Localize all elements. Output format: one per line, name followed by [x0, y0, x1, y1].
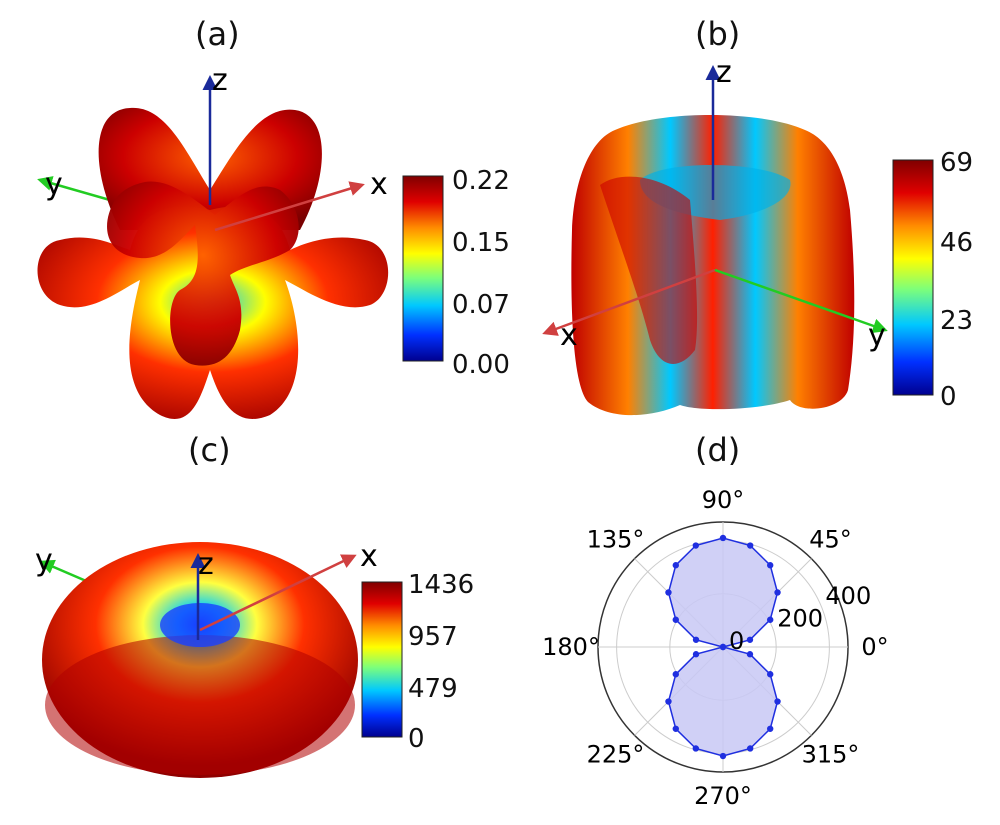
- panel-c-colorbar-tick: 479: [408, 674, 458, 704]
- polar-data-point: [672, 562, 679, 569]
- polar-data-point: [692, 542, 700, 549]
- panel-c-colorbar-tick: 1436: [408, 570, 475, 600]
- panel-c-colorbar-tick: 0: [408, 724, 425, 754]
- panel-b-colorbar-tick: 23: [940, 306, 974, 336]
- polar-radial-tick: 0: [729, 627, 744, 655]
- panel-b-colorbar-tick: 0: [940, 382, 957, 412]
- panel-b-colorbar-tick: 69: [940, 148, 974, 178]
- panel-a-colorbar-tick: 0.07: [452, 290, 510, 320]
- polar-data-point: [692, 651, 700, 658]
- polar-angle-tick: 135°: [587, 526, 645, 554]
- panel-a-surface: x y z: [37, 63, 389, 419]
- panel-b-z-label: z: [716, 55, 732, 90]
- panel-a-label: (a): [195, 15, 240, 53]
- polar-data-point: [719, 643, 727, 651]
- panel-b-label: (b): [695, 15, 741, 53]
- polar-data-point: [746, 651, 754, 658]
- panel-c-y-label: y: [35, 543, 53, 578]
- polar-data-point: [767, 671, 774, 678]
- polar-data-point: [774, 589, 781, 596]
- panel-d-label: (d): [695, 431, 741, 469]
- polar-data-point: [665, 589, 672, 596]
- polar-data-point: [746, 542, 754, 549]
- panel-a-colorbar-tick: 0.00: [452, 350, 510, 380]
- panel-a-colorbar: [402, 175, 444, 362]
- panel-c-label: (c): [188, 431, 231, 469]
- polar-angle-tick: 225°: [587, 740, 645, 768]
- panel-b-x-label: x: [560, 318, 578, 353]
- panel-a-z-label: z: [212, 63, 228, 98]
- polar-data-point: [719, 752, 727, 760]
- polar-data-point: [672, 671, 679, 678]
- panel-c-x-axis: [199, 554, 357, 632]
- panel-c-surface: x y z: [35, 539, 378, 778]
- polar-data-point: [767, 616, 774, 623]
- polar-angle-tick: 270°: [694, 782, 752, 810]
- polar-data-point: [767, 725, 774, 732]
- panel-a-colorbar-tick: 0.22: [452, 166, 510, 196]
- panel-a-x-label: x: [370, 167, 388, 202]
- polar-data-point: [665, 698, 672, 705]
- panel-b-colorbar-tick: 46: [940, 228, 974, 258]
- polar-data-point: [774, 698, 781, 705]
- panel-c-colorbar: [361, 581, 403, 738]
- polar-radial-tick: 400: [825, 582, 871, 610]
- polar-data-point: [672, 725, 679, 732]
- panel-b-x-axis: [542, 268, 716, 336]
- polar-data-point: [746, 636, 754, 643]
- polar-angle-tick: 90°: [702, 486, 745, 514]
- polar-data-point: [767, 562, 774, 569]
- panel-b-y-axis: [714, 268, 888, 334]
- panel-a-y-label: y: [45, 167, 63, 202]
- polar-angle-tick: 180°: [542, 633, 600, 661]
- polar-data-point: [692, 745, 700, 752]
- panel-b-y-label: y: [868, 318, 886, 353]
- panel-a-colorbar-tick: 0.15: [452, 228, 510, 258]
- panel-c-z-label: z: [198, 547, 214, 582]
- polar-radial-tick: 200: [777, 605, 823, 633]
- panel-c-colorbar-tick: 957: [408, 622, 458, 652]
- polar-data-point: [746, 745, 754, 752]
- polar-data-point: [672, 616, 679, 623]
- panel-a-x-axis: [214, 181, 365, 232]
- polar-angle-tick: 0°: [861, 633, 888, 661]
- polar-angle-tick: 315°: [802, 740, 860, 768]
- polar-angle-tick: 45°: [809, 526, 852, 554]
- panel-c-x-label: x: [360, 539, 378, 574]
- panel-b-colorbar: [892, 159, 934, 396]
- panel-b-surface: x y z: [542, 55, 888, 416]
- polar-data-point: [692, 636, 700, 643]
- polar-data-point: [719, 534, 727, 542]
